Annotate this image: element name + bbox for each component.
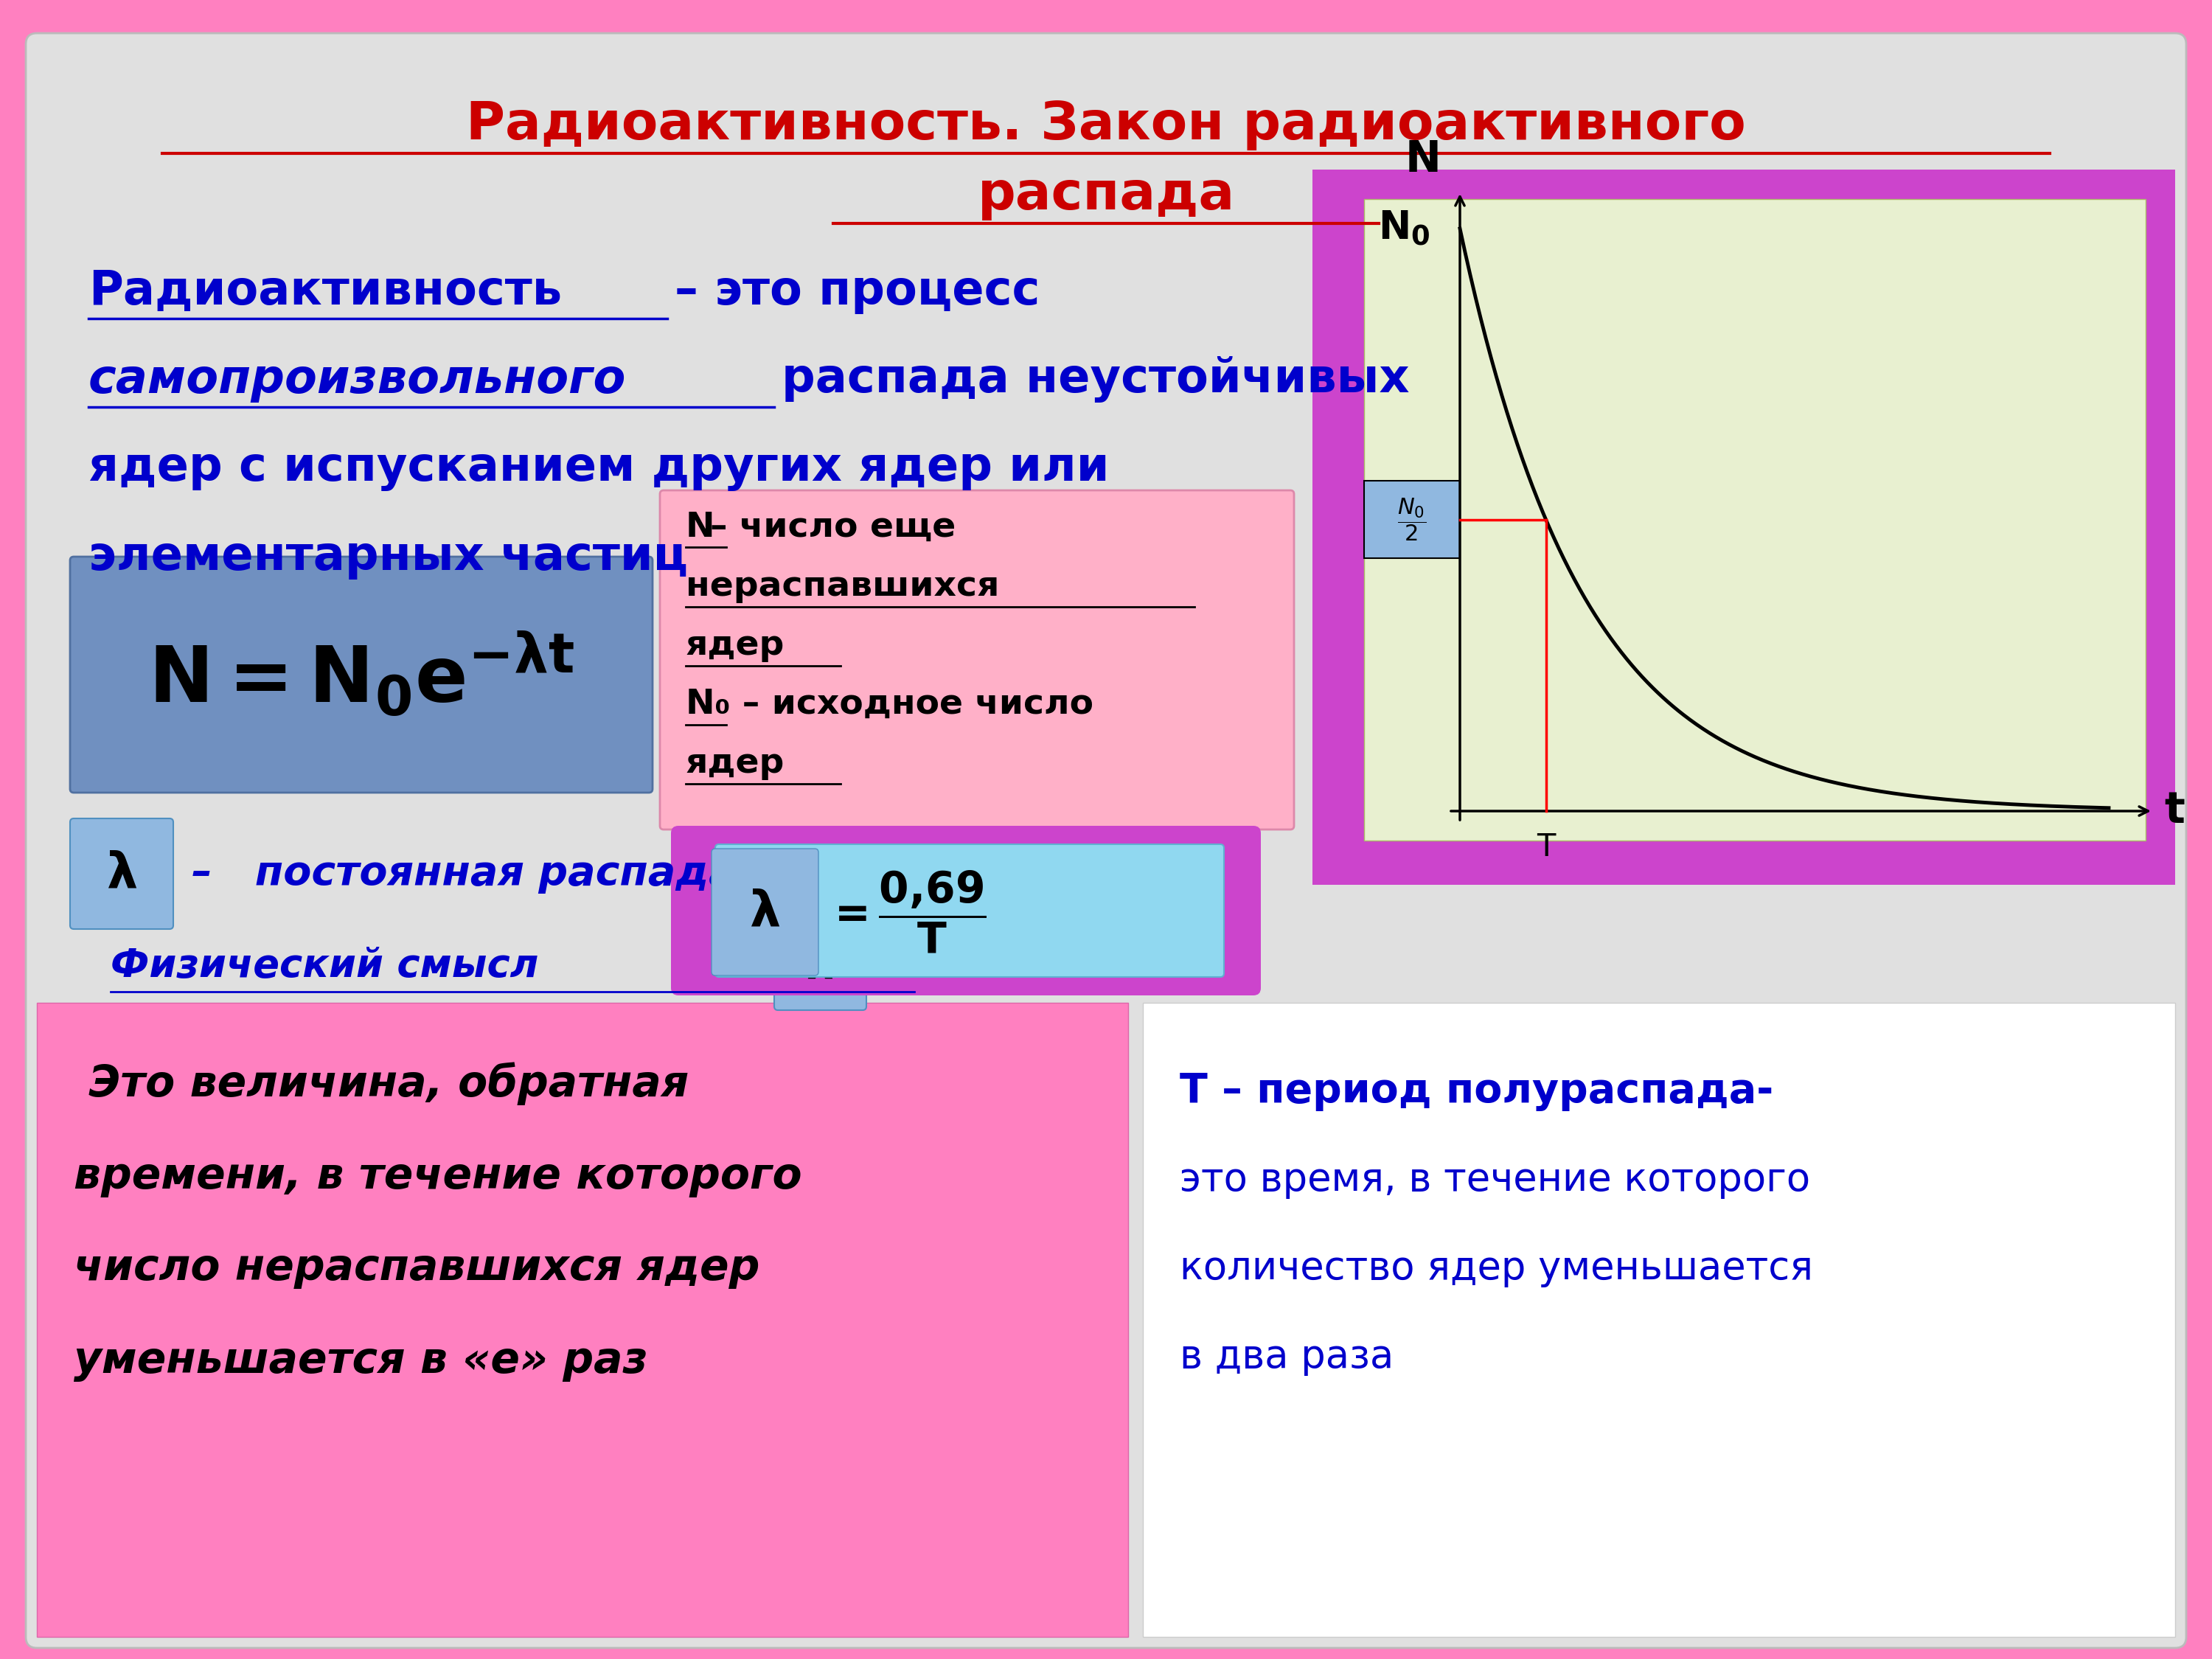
Text: нераспавшихся: нераспавшихся — [686, 569, 1000, 602]
Text: $\dfrac{N_0}{2}$: $\dfrac{N_0}{2}$ — [1398, 496, 1427, 542]
Text: $\mathbf{\lambda}$: $\mathbf{\lambda}$ — [805, 946, 834, 987]
Text: распада: распада — [978, 169, 1234, 221]
FancyBboxPatch shape — [71, 818, 173, 929]
Text: – число еще: – число еще — [686, 511, 956, 544]
FancyBboxPatch shape — [1365, 481, 1460, 557]
Text: $\mathbf{= \dfrac{0{,}69}{T}}$: $\mathbf{= \dfrac{0{,}69}{T}}$ — [825, 869, 987, 956]
Text: N₀ – исходное число: N₀ – исходное число — [686, 687, 1093, 720]
FancyBboxPatch shape — [712, 849, 818, 975]
Text: ядер: ядер — [686, 629, 785, 662]
Text: времени, в течение которого: времени, в течение которого — [73, 1155, 803, 1198]
Text: –   постоянная распада: – постоянная распада — [192, 854, 737, 894]
FancyBboxPatch shape — [659, 491, 1294, 830]
Text: N: N — [1405, 139, 1440, 181]
Text: это время, в течение которого: это время, в течение которого — [1179, 1161, 1809, 1199]
FancyBboxPatch shape — [1312, 169, 2174, 884]
Text: ядер: ядер — [686, 747, 785, 780]
Text: $\mathbf{\lambda}$: $\mathbf{\lambda}$ — [750, 888, 781, 936]
Text: число нераспавшихся ядер: число нераспавшихся ядер — [73, 1248, 759, 1289]
Text: уменьшается в «е» раз: уменьшается в «е» раз — [73, 1339, 648, 1382]
Text: в два раза: в два раза — [1179, 1337, 1394, 1375]
Text: Радиоактивность. Закон радиоактивного: Радиоактивность. Закон радиоактивного — [467, 100, 1745, 151]
Text: $\mathbf{N_0}$: $\mathbf{N_0}$ — [1378, 209, 1431, 247]
Text: Т – период полураспада-: Т – период полураспада- — [1179, 1072, 1774, 1112]
Text: t: t — [2163, 790, 2185, 833]
Text: $\mathbf{\lambda}$: $\mathbf{\lambda}$ — [106, 849, 137, 898]
Text: количество ядер уменьшается: количество ядер уменьшается — [1179, 1249, 1814, 1287]
Text: элементарных частиц: элементарных частиц — [88, 534, 688, 579]
Text: распада неустойчивых: распада неустойчивых — [781, 357, 1409, 403]
Text: ядер с испусканием других ядер или: ядер с испусканием других ядер или — [88, 445, 1108, 491]
FancyBboxPatch shape — [1144, 1002, 2174, 1637]
FancyBboxPatch shape — [670, 826, 1261, 995]
Text: Радиоактивность: Радиоактивность — [88, 269, 562, 314]
Text: $\mathbf{N = N_0 e^{-\lambda t}}$: $\mathbf{N = N_0 e^{-\lambda t}}$ — [148, 630, 575, 718]
FancyBboxPatch shape — [714, 844, 1223, 977]
Text: Это величина, обратная: Это величина, обратная — [73, 1062, 688, 1105]
FancyBboxPatch shape — [1365, 199, 2146, 841]
FancyBboxPatch shape — [38, 1002, 1128, 1637]
FancyBboxPatch shape — [27, 33, 2185, 1647]
Text: – это процесс: – это процесс — [675, 269, 1040, 314]
FancyBboxPatch shape — [774, 922, 867, 1010]
Text: :: : — [878, 946, 894, 985]
FancyBboxPatch shape — [71, 557, 653, 793]
Text: самопроизвольного: самопроизвольного — [88, 357, 626, 403]
Text: T: T — [1537, 831, 1555, 863]
Text: Физический смысл: Физический смысл — [111, 947, 538, 985]
Text: N: N — [686, 511, 714, 544]
